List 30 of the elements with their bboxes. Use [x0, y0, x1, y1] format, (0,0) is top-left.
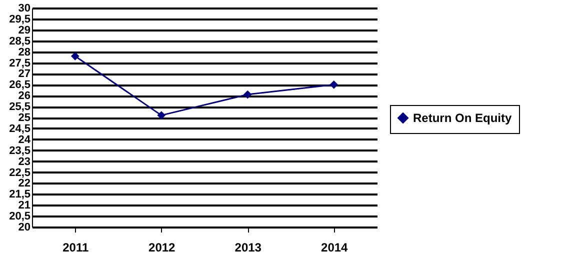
y-tick-label: 22	[18, 178, 30, 190]
y-tick-label: 21,5	[9, 188, 30, 201]
y-tick-label: 28,5	[9, 35, 30, 48]
y-tick-label: 21	[18, 200, 30, 212]
y-tick-label: 29	[18, 24, 30, 36]
y-tick-label: 26	[18, 90, 30, 102]
y-tick-label: 27	[18, 68, 30, 80]
point	[157, 111, 166, 120]
point	[70, 52, 80, 60]
y-tick-label: 29,5	[9, 13, 30, 26]
x-tick-label: 2014	[321, 240, 348, 254]
y-tick-label: 24,5	[9, 122, 30, 135]
y-tick-label: 27,5	[9, 57, 30, 70]
y-tick-label: 20,5	[9, 210, 30, 223]
y-tick-label: 25	[18, 112, 30, 124]
y-tick-label: 22,5	[9, 166, 30, 179]
legend-label: Return On Equity	[413, 111, 512, 125]
y-tick-label: 30	[18, 2, 30, 14]
y-tick-label: 28	[18, 46, 30, 58]
y-tick-label: 20	[18, 222, 30, 234]
x-tick-label: 2013	[234, 240, 262, 254]
x-tick-label: 2011	[62, 240, 89, 254]
y-tick-label: 23,5	[9, 144, 30, 157]
y-tick-label: 23	[18, 156, 30, 168]
y-tick-label: 25,5	[9, 101, 30, 114]
point	[330, 80, 338, 89]
y-tick-label: 24	[18, 134, 32, 146]
x-tick-label: 2012	[148, 240, 176, 254]
point	[243, 90, 252, 99]
y-tick-label: 26,5	[9, 79, 30, 92]
